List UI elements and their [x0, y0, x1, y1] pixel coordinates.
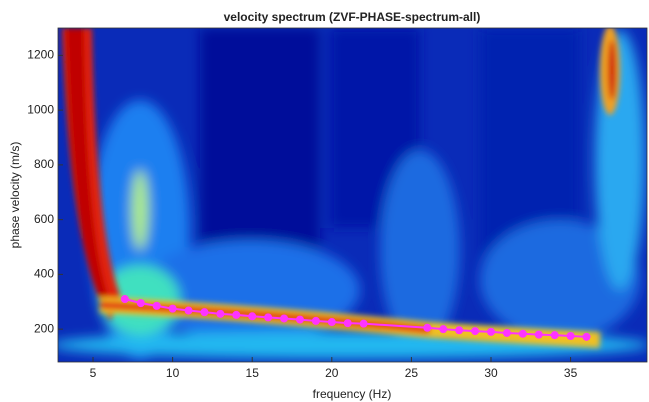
picked-point — [566, 331, 575, 340]
x-tick-label: 5 — [90, 366, 97, 380]
picked-point — [152, 301, 161, 310]
picked-point — [423, 323, 432, 332]
picked-point — [359, 319, 368, 328]
plot-frame — [57, 27, 648, 363]
picked-point — [582, 332, 591, 341]
picked-point — [455, 326, 464, 335]
picked-point — [200, 308, 209, 317]
picked-point — [327, 318, 336, 327]
x-tick-label: 20 — [325, 366, 339, 380]
picked-point — [184, 306, 193, 315]
y-tick-label: 800 — [34, 157, 54, 171]
y-tick-label: 200 — [34, 321, 54, 335]
x-tick-label: 35 — [564, 366, 578, 380]
picked-point — [518, 329, 527, 338]
x-tick-label: 25 — [405, 366, 419, 380]
picked-point — [120, 295, 129, 304]
picked-point — [168, 304, 177, 313]
y-tick-label: 1200 — [27, 48, 54, 62]
picked-point — [264, 313, 273, 322]
y-axis-label: phase velocity (m/s) — [8, 142, 22, 249]
picked-point — [136, 299, 145, 308]
picked-point — [471, 327, 480, 336]
picked-point — [486, 327, 495, 336]
x-tick-label: 30 — [484, 366, 498, 380]
picked-point — [280, 314, 289, 323]
spectrum-image — [58, 28, 647, 362]
x-tick-label: 15 — [246, 366, 260, 380]
picked-point — [295, 315, 304, 324]
picked-point — [439, 325, 448, 334]
picked-point — [216, 309, 225, 318]
picked-point — [311, 316, 320, 325]
picked-point — [550, 331, 559, 340]
picked-point — [343, 319, 352, 328]
x-axis-label: frequency (Hz) — [313, 387, 392, 401]
picked-point — [502, 328, 511, 337]
picked-point — [232, 310, 241, 319]
x-tick-label: 10 — [166, 366, 180, 380]
y-tick-label: 400 — [34, 267, 54, 281]
chart-title: velocity spectrum (ZVF-PHASE-spectrum-al… — [224, 10, 481, 24]
picked-point — [248, 312, 257, 321]
y-tick-label: 1000 — [27, 102, 54, 116]
picked-point — [534, 330, 543, 339]
y-tick-label: 600 — [34, 212, 54, 226]
